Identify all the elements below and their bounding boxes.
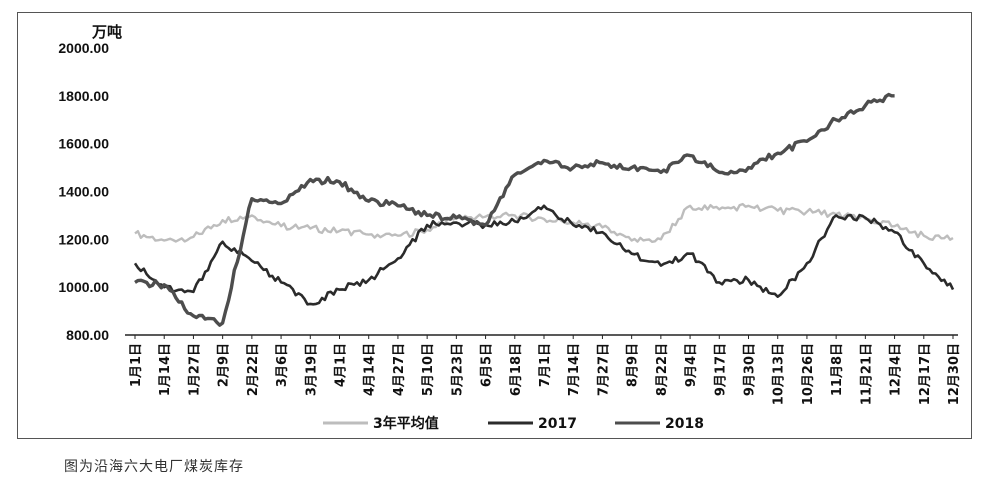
y-tick-label: 1600.00 xyxy=(58,136,109,152)
y-axis-ticks: 2000.00 1800.00 1600.00 1400.00 1200.00 1000.… xyxy=(58,40,109,343)
x-tick-label: 1月1日 xyxy=(129,343,144,387)
y-tick-label: 800.00 xyxy=(66,327,109,343)
x-tick-label: 12月17日 xyxy=(918,343,933,405)
legend-label: 3年平均值 xyxy=(373,415,439,432)
x-tick-label: 9月4日 xyxy=(684,343,699,387)
x-tick-label: 12月4日 xyxy=(889,343,904,396)
x-tick-label: 10月26日 xyxy=(801,343,816,405)
x-tick-label: 4月27日 xyxy=(392,343,407,396)
x-tick-label: 5月10日 xyxy=(421,343,436,396)
x-tick-label: 2月9日 xyxy=(217,343,232,387)
y-tick-label: 2000.00 xyxy=(58,40,109,56)
series-line-0 xyxy=(134,202,954,243)
x-tick-label: 2月22日 xyxy=(246,343,261,396)
x-tick-label: 3月6日 xyxy=(275,343,290,387)
x-axis-ticks: 1月1日 1月14日 1月27日 2月9日 2月22日 3月6日 3月19日 4月1日 4月14… xyxy=(129,335,962,405)
legend-label: 2017 xyxy=(538,416,577,432)
x-tick-label: 4月1日 xyxy=(334,343,349,387)
x-tick-label: 11月8日 xyxy=(830,343,845,396)
x-tick-label: 6月18日 xyxy=(509,343,524,396)
legend-label: 2018 xyxy=(665,416,704,432)
x-tick-label: 8月22日 xyxy=(655,343,670,396)
y-tick-label: 1200.00 xyxy=(58,231,109,247)
x-tick-label: 11月21日 xyxy=(859,343,874,405)
chart-frame: 万吨 2000.00 1800.00 1600.00 1400.00 1200.00 10… xyxy=(17,12,972,439)
series-line-2 xyxy=(134,92,895,327)
x-tick-label: 9月17日 xyxy=(713,343,728,396)
series-lines xyxy=(133,92,955,327)
x-tick-label: 3月19日 xyxy=(304,343,319,396)
x-tick-label: 1月27日 xyxy=(187,343,202,396)
figure-caption: 图为沿海六大电厂煤炭库存 xyxy=(64,459,244,475)
series-line-1 xyxy=(133,204,955,306)
x-tick-label: 5月23日 xyxy=(450,343,465,396)
x-tick-label: 9月30日 xyxy=(743,343,758,396)
x-tick-label: 7月14日 xyxy=(567,343,582,396)
y-tick-label: 1800.00 xyxy=(58,88,109,104)
x-tick-label: 8月9日 xyxy=(626,343,641,387)
y-tick-label: 1400.00 xyxy=(58,184,109,200)
unit-label: 万吨 xyxy=(91,23,122,41)
x-tick-label: 1月14日 xyxy=(158,343,173,396)
x-tick-label: 4月14日 xyxy=(363,343,378,396)
x-tick-label: 12月30日 xyxy=(947,343,962,405)
x-tick-label: 7月27日 xyxy=(596,343,611,396)
x-tick-label: 6月5日 xyxy=(480,343,495,387)
line-chart: 万吨 2000.00 1800.00 1600.00 1400.00 1200.00 10… xyxy=(58,23,962,432)
legend: 3年平均值 2017 2018 xyxy=(323,415,704,432)
x-tick-label: 10月13日 xyxy=(772,343,787,405)
y-tick-label: 1000.00 xyxy=(58,279,109,295)
x-tick-label: 7月1日 xyxy=(538,343,553,387)
